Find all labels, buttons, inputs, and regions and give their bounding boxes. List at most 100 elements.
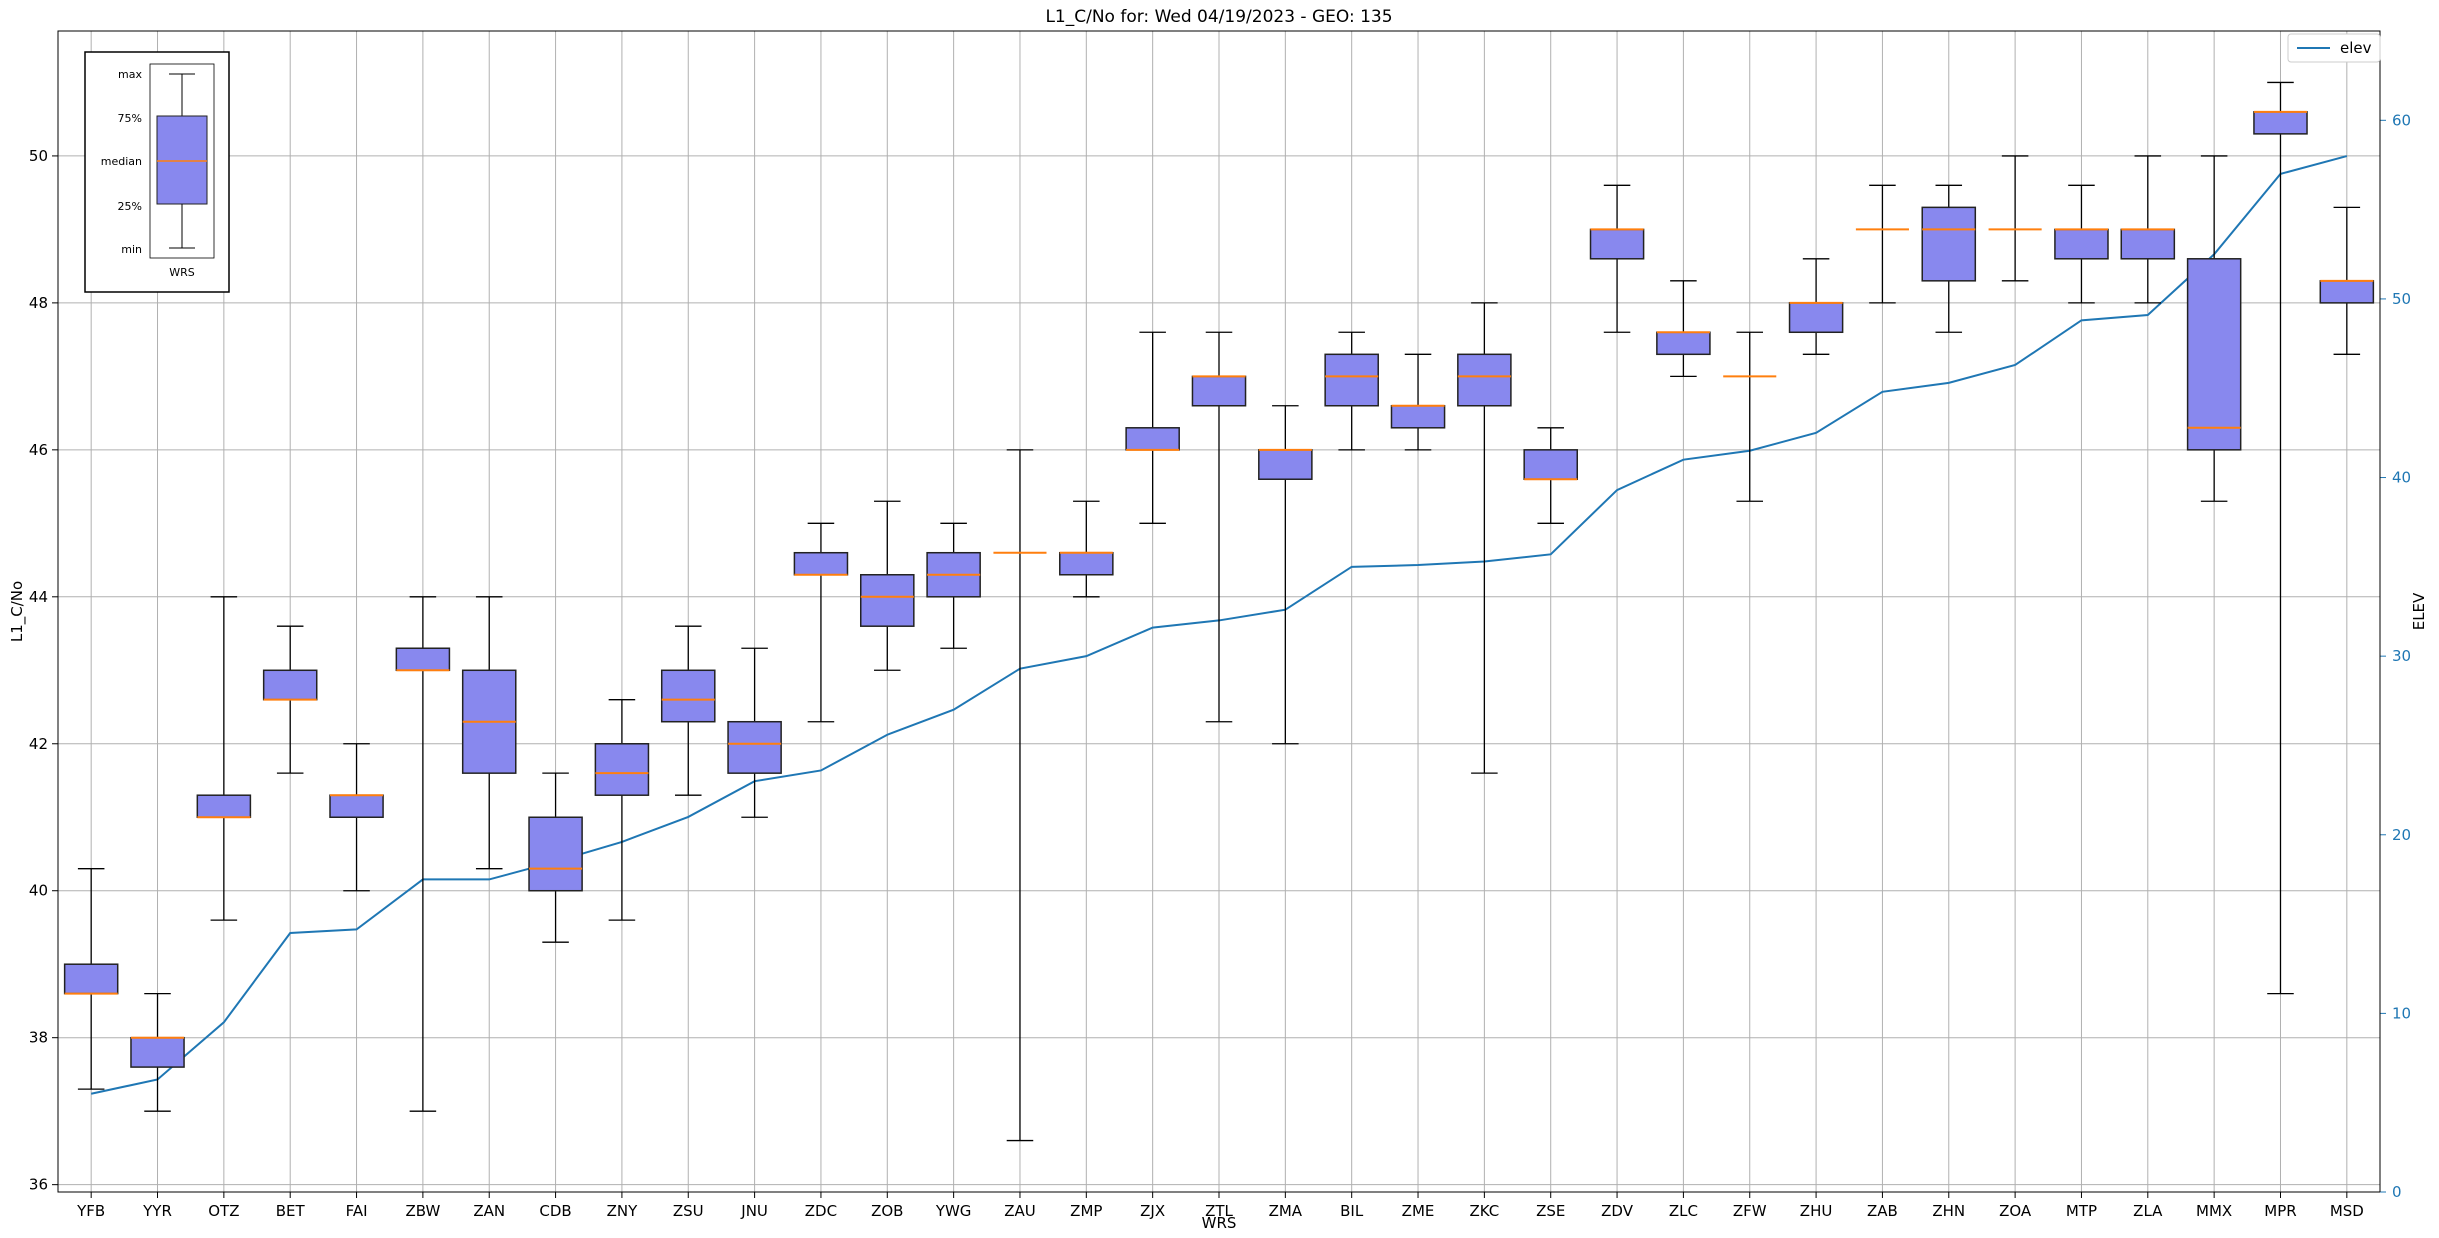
legend: elev <box>2287 33 2381 63</box>
box-iqr <box>1059 551 1114 576</box>
x-tick-label: ZMP <box>1070 1202 1102 1220</box>
y2-tick-label: 0 <box>2392 1183 2402 1201</box>
x-tick-label: ZJX <box>1140 1202 1165 1220</box>
legend-frame <box>2287 33 2381 63</box>
inset-plot-frame <box>149 63 215 259</box>
box-plots <box>63 81 2375 1142</box>
y2-tick-label: 40 <box>2392 469 2411 487</box>
box-zoa <box>1988 155 2042 282</box>
box-zma <box>1258 405 1313 745</box>
y2-tick-label: 50 <box>2392 290 2411 308</box>
x-tick-label: FAI <box>346 1202 368 1220</box>
x-tick-label: ZAB <box>1867 1202 1898 1220</box>
x-tick-label: YYR <box>142 1202 172 1220</box>
inset-label-q1: 25% <box>118 200 142 213</box>
box-zsu <box>660 625 716 796</box>
box-zkc <box>1457 302 1512 774</box>
x-tick-label: ZAU <box>1004 1202 1036 1220</box>
box-iqr <box>2319 280 2375 304</box>
box-iqr <box>1523 449 1579 480</box>
x-tick-label: MTP <box>2066 1202 2097 1220</box>
y-tick-label: 42 <box>29 735 48 753</box>
y-tick-label: 50 <box>29 147 48 165</box>
box-iqr <box>2054 228 2109 260</box>
box-bet <box>262 625 318 774</box>
x-tick-label: ZHN <box>1932 1202 1965 1220</box>
box-cdb <box>528 772 583 943</box>
x-tick-label: JNU <box>740 1202 768 1220</box>
box-iqr <box>2253 111 2308 135</box>
y-tick-label: 36 <box>29 1176 48 1194</box>
x-tick-label: ZSE <box>1536 1202 1565 1220</box>
x-tick-label: ZOB <box>871 1202 903 1220</box>
box-zdc <box>793 522 849 723</box>
box-iqr <box>63 963 119 995</box>
box-iqr <box>660 669 716 723</box>
x-tick-label: ZDV <box>1601 1202 1634 1220</box>
y-tick-label: 46 <box>29 441 48 459</box>
box-iqr <box>594 743 650 796</box>
y2-tick-label: 20 <box>2392 826 2411 844</box>
box-zjx <box>1125 331 1180 524</box>
box-iqr <box>1390 405 1446 429</box>
y2-tick-label: 30 <box>2392 647 2411 665</box>
box-iqr <box>1788 302 1844 334</box>
box-fai <box>329 743 384 892</box>
inset-label-min: min <box>121 243 142 256</box>
x-tick-label: ZME <box>1402 1202 1435 1220</box>
inset-box <box>156 115 208 205</box>
box-yyr <box>130 992 185 1112</box>
x-axis-label: WRS <box>1202 1214 1237 1232</box>
legend-elev-label: elev <box>2340 39 2372 57</box>
box-zhu <box>1788 258 1844 355</box>
box-iqr <box>1258 449 1313 480</box>
box-iqr <box>329 794 384 818</box>
x-tick-label: ZLA <box>2133 1202 2163 1220</box>
x-tick-label: ZDC <box>805 1202 837 1220</box>
y-tick-label: 38 <box>29 1029 48 1047</box>
x-tick-label: ZLC <box>1669 1202 1698 1220</box>
box-ztl <box>1191 331 1247 723</box>
box-zla <box>2120 155 2176 304</box>
box-iqr <box>130 1036 185 1068</box>
x-tick-label: YFB <box>76 1202 105 1220</box>
box-zbw <box>395 596 451 1112</box>
box-iqr <box>859 574 915 627</box>
chart-title: L1_C/No for: Wed 04/19/2023 - GEO: 135 <box>1045 7 1392 27</box>
box-otz <box>196 596 252 921</box>
box-iqr <box>1589 228 1645 260</box>
box-zob <box>859 500 915 671</box>
box-iqr <box>1457 353 1512 407</box>
box-iqr <box>1324 353 1379 407</box>
inset-label-q3: 75% <box>118 112 142 125</box>
y2-tick-label: 10 <box>2392 1004 2411 1022</box>
box-zhn <box>1921 184 1977 333</box>
box-msd <box>2319 206 2375 355</box>
y2-tick-label: 60 <box>2392 111 2411 129</box>
x-tick-label: ZMA <box>1269 1202 1303 1220</box>
x-tick-label: MMX <box>2196 1202 2232 1220</box>
x-tick-label: ZTL <box>1205 1202 1233 1220</box>
box-zny <box>594 699 650 921</box>
box-zau <box>993 449 1047 1142</box>
box-iqr <box>1921 206 1977 282</box>
x-tick-label: ZBW <box>405 1202 440 1220</box>
x-tick-label: ZNY <box>607 1202 638 1220</box>
box-jnu <box>727 647 782 818</box>
axes: YFB YYR OTZ BET FAI ZBW ZAN CDB ZNY ZSU JNU ZDC ZOB Y… <box>29 31 2411 1220</box>
box-iqr <box>262 669 318 701</box>
x-tick-label: MSD <box>2330 1202 2364 1220</box>
x-tick-label: ZKC <box>1469 1202 1499 1220</box>
box-zfw <box>1723 331 1777 502</box>
box-zab <box>1855 184 1909 304</box>
box-ywg <box>926 522 981 649</box>
y2-axis-label: ELEV <box>2410 592 2428 630</box>
y-tick-label: 40 <box>29 882 48 900</box>
x-tick-label: ZAN <box>473 1202 505 1220</box>
box-iqr <box>2186 258 2242 451</box>
box-mtp <box>2054 184 2109 304</box>
box-yfb <box>63 868 119 1090</box>
box-zan <box>461 596 517 870</box>
y-tick-label: 48 <box>29 294 48 312</box>
